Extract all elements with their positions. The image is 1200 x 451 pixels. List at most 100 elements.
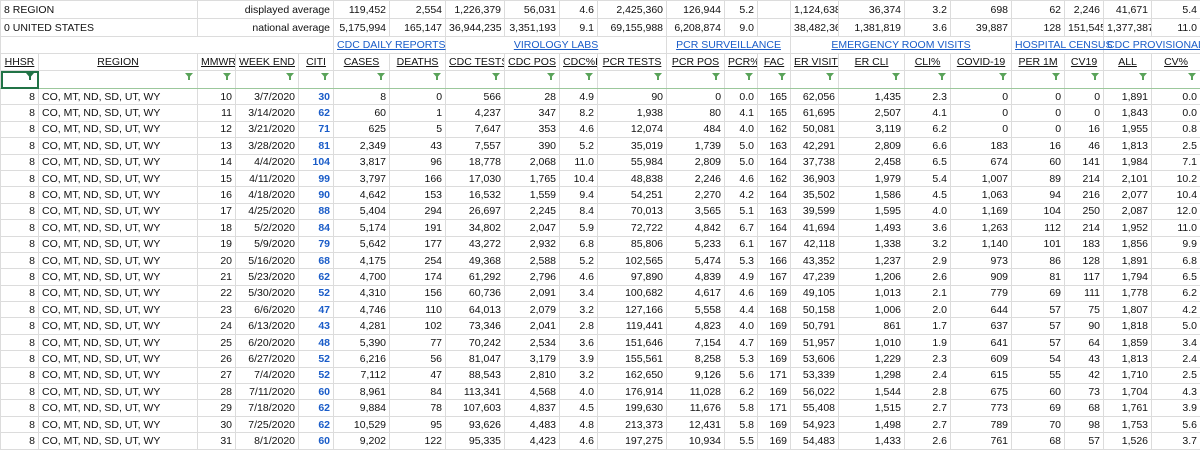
cell: 11,676 xyxy=(666,399,726,417)
group-header: CDC DAILY REPORTS xyxy=(333,36,447,54)
cell: 6.7 xyxy=(724,219,759,237)
region: REGION xyxy=(12,3,55,16)
cell: 7,112 xyxy=(333,366,391,385)
row xyxy=(0,70,1200,89)
filter-button[interactable] xyxy=(1090,72,1100,81)
cell: 98 xyxy=(1064,415,1105,434)
cell: 1,140 xyxy=(950,235,1013,253)
cell: 5/9/2020 xyxy=(235,235,299,253)
cell: 4,237 xyxy=(445,104,506,122)
hhsr: 8 xyxy=(4,3,10,16)
cell: 7,647 xyxy=(445,120,506,139)
filter-button[interactable] xyxy=(744,72,754,81)
cell: 50,791 xyxy=(790,317,840,335)
summary-value: 3,351,193 xyxy=(504,18,561,37)
filter-button[interactable] xyxy=(25,72,35,81)
cell: 30 xyxy=(297,87,335,106)
cell: 3/21/2020 xyxy=(235,120,299,139)
cell: 117 xyxy=(1064,268,1105,286)
cell: 2.7 xyxy=(904,415,952,434)
filter-button[interactable] xyxy=(1051,72,1061,81)
cell: 0.0 xyxy=(1151,87,1200,106)
cell: 169 xyxy=(757,284,792,303)
column-header: COVID-19 xyxy=(950,53,1013,71)
cell: 5.0 xyxy=(724,153,759,171)
filter-button[interactable] xyxy=(376,72,386,81)
cell: 57 xyxy=(1011,301,1066,319)
summary-label: national average xyxy=(196,18,335,37)
cell: 95 xyxy=(389,415,447,434)
cell: 8 xyxy=(0,284,39,303)
cell: 2.9 xyxy=(904,251,952,270)
cell: 2.8 xyxy=(559,317,599,335)
cell: 4.3 xyxy=(1151,383,1200,401)
cell: 78 xyxy=(389,399,447,417)
cell: 5.0 xyxy=(724,137,759,155)
filter-button[interactable] xyxy=(285,72,295,81)
filter-button[interactable] xyxy=(1138,72,1148,81)
cell: 4.1 xyxy=(724,104,759,122)
cell: 69 xyxy=(1011,284,1066,303)
filter-button[interactable] xyxy=(546,72,556,81)
cell: 17,030 xyxy=(445,169,506,188)
filter-button[interactable] xyxy=(491,72,501,81)
cell: 1 xyxy=(389,104,447,122)
cell: 84 xyxy=(389,383,447,401)
cell: 162,650 xyxy=(597,366,668,385)
filter-icon xyxy=(377,73,386,80)
cell: 3,565 xyxy=(666,202,726,221)
cell: 4.5 xyxy=(559,399,599,417)
filter-button[interactable] xyxy=(998,72,1008,81)
cell: 4.5 xyxy=(904,186,952,204)
filter-cell xyxy=(950,70,1013,89)
cell: 81 xyxy=(297,137,335,155)
cell: 168 xyxy=(757,301,792,319)
cell: 54,483 xyxy=(790,432,840,450)
summary-value: 36,374 xyxy=(838,0,906,19)
row: 8 CO, MT, ND, SD, UT, WY 22 5/30/2020 52 4,31… xyxy=(0,284,1200,303)
filter-button[interactable] xyxy=(653,72,663,81)
cell: 7,557 xyxy=(445,137,506,155)
cell: 214 xyxy=(1064,219,1105,237)
filter-button[interactable] xyxy=(777,72,787,81)
cell: 4,617 xyxy=(666,284,726,303)
group-header: HOSPITAL CENSUS xyxy=(1011,36,1112,54)
cell: 62 xyxy=(297,104,335,122)
cell: 8 xyxy=(0,87,39,106)
row: 8 REGION displayed average 119,452 2,554 1,2… xyxy=(0,0,1200,19)
cell: 3,797 xyxy=(333,169,391,188)
filter-button[interactable] xyxy=(1187,72,1197,81)
row: 8 CO, MT, ND, SD, UT, WY 14 4/4/2020 104 3,81… xyxy=(0,153,1200,171)
filter-button[interactable] xyxy=(222,72,232,81)
cell: 1,813 xyxy=(1103,350,1153,368)
cell: 5.6 xyxy=(1151,415,1200,434)
cell: 9,126 xyxy=(666,366,726,385)
filter-button[interactable] xyxy=(711,72,721,81)
filter-button[interactable] xyxy=(937,72,947,81)
cell: 4/11/2020 xyxy=(235,169,299,188)
cell: 3,179 xyxy=(504,350,561,368)
summary-value: 5.2 xyxy=(724,0,759,19)
filter-icon xyxy=(892,73,901,80)
filter-button[interactable] xyxy=(184,72,194,81)
cell: 5.5 xyxy=(724,432,759,450)
cell: 861 xyxy=(838,317,906,335)
filter-button[interactable] xyxy=(320,72,330,81)
filter-button[interactable] xyxy=(432,72,442,81)
cell: 119,441 xyxy=(597,317,668,335)
hhsr: 0 xyxy=(4,21,10,34)
filter-button[interactable] xyxy=(891,72,901,81)
summary-value: 9.0 xyxy=(724,18,759,37)
column-header: PCR TESTS xyxy=(597,53,668,71)
cell: 60 xyxy=(297,383,335,401)
filter-button[interactable] xyxy=(825,72,835,81)
cell: 72,722 xyxy=(597,219,668,237)
filter-button[interactable] xyxy=(584,72,594,81)
cell: 4,423 xyxy=(504,432,561,450)
cell: 761 xyxy=(950,432,1013,450)
cell: 2.6 xyxy=(904,268,952,286)
cell: 8,258 xyxy=(666,350,726,368)
cell: 347 xyxy=(504,104,561,122)
cell: CO, MT, ND, SD, UT, WY xyxy=(38,399,198,417)
